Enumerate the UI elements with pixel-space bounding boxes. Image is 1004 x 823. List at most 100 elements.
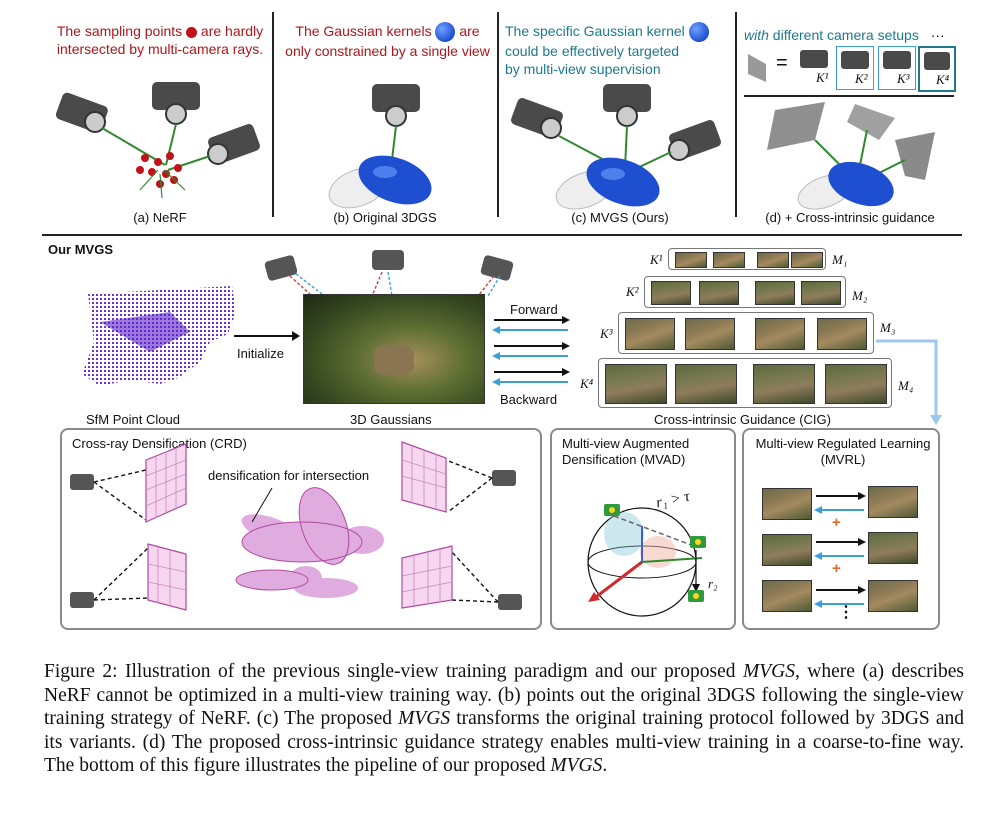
panel-c-note-line1: The specific Gaussian kernel [505,23,685,39]
panel-b-caption: (b) Original 3DGS [333,210,437,225]
caption-part: . [602,755,608,776]
mvrl-title: Multi-view Regulated Learning (MVRL) [748,436,938,468]
mvrl-vdots: ⋮ [838,604,854,621]
camera-icon [883,51,911,69]
sfm-point-cloud [82,286,236,386]
cig-k4: K⁴ [580,376,594,391]
panel-d-ellipsis: ··· [930,27,945,43]
divider [735,12,737,217]
camera-icon [800,50,828,68]
camera-k2: K² [836,46,874,90]
mvrl-plus: + [832,560,841,577]
caption-emphasis: MVGS [398,708,451,729]
panel-c-note-line2: could be effectively targeted [505,43,680,60]
mvad-title-line1: Multi-view Augmented [562,436,690,451]
table-shape [374,345,414,375]
camera-icon [70,592,94,608]
cig-k2: K² [626,284,639,299]
gaussians-render [303,294,485,404]
equals-sign: = [776,52,788,74]
panel-d-caption: (d) + Cross-intrinsic guidance [765,210,935,225]
camera-icon [668,120,721,161]
camera-icon [55,92,108,133]
blue-kernel-icon [435,22,456,43]
cig-m3: M₃ [880,320,896,335]
mvrl-thumb [762,488,812,520]
panel-a-caption: (a) NeRF [133,210,187,225]
cig-strip-2 [644,276,846,308]
camera-icon [498,594,522,610]
mvrl-arrows [814,492,866,608]
mvrl-thumb [762,534,812,566]
caption-part: Figure 2: Illustration of the previous s… [44,661,743,682]
cig-m2: M₂ [852,288,868,303]
panel-b-note-line2: only constrained by a single view [285,43,490,60]
camera-icon [70,474,94,490]
panel-c-note-line3: by multi-view supervision [505,61,661,78]
camera-icon [372,250,404,270]
crd-panel: Cross-ray Densification (CRD) densificat… [60,428,542,630]
mvrl-title-line1: Multi-view Regulated Learning [755,436,931,451]
mvrl-thumb [868,486,918,518]
camera-icon [152,82,200,125]
mvrl-thumb [762,580,812,612]
camera-icon [207,124,260,165]
camera-k3: K³ [878,46,916,90]
mvad-title: Multi-view Augmented Densification (MVAD… [562,436,689,468]
red-point-icon [186,26,198,38]
panel-c-illustration [511,84,721,210]
panel-a-note-line1: The sampling points [56,23,183,39]
panel-d-illustration [767,102,935,210]
caption-emphasis: MVGS [742,661,795,682]
caption-part: , where (a) describes NeRF cannot be opt… [44,661,964,729]
camera-icon [690,536,706,548]
caption-emphasis: MVGS [550,755,603,776]
panel-a-note: The sampling points are hardly intersect… [50,22,270,58]
k1-label: K¹ [816,70,829,85]
camera-k4: K⁴ [918,46,956,92]
forward-label: Forward [510,302,558,317]
panel-d-note-with: with [744,27,769,43]
mvrl-thumb [868,532,918,564]
k-camera-set: K¹ K² K³ K⁴ [796,46,956,92]
mvrl-panel: Multi-view Regulated Learning (MVRL) + +… [742,428,940,630]
cig-label: Cross-intrinsic Guidance (CIG) [654,412,831,427]
crd-note: densification for intersection [208,468,370,483]
cig-strip-3 [618,312,874,354]
panel-a-note-line1-tail: are hardly [200,23,264,39]
panel-d-note-rest: different camera setups [772,27,919,43]
mvad-panel: Multi-view Augmented Densification (MVAD… [550,428,736,630]
cig-k1: K¹ [650,252,663,267]
caption-part: transforms the original training protoco… [44,708,964,776]
forward-backward-arrows [492,316,570,386]
panel-d-note: with different camera setups ··· [744,26,974,44]
cig-to-mvrl-arrow [876,339,942,425]
k3-label: K³ [897,71,910,86]
mvrl-plus: + [832,514,841,531]
backward-label: Backward [500,392,558,407]
cig-m1: M₁ [832,252,848,267]
camera-icon [492,470,516,486]
initialize-arrow [234,331,300,341]
divider [744,95,954,97]
cig-m4: M₄ [898,378,914,393]
panel-c-caption: (c) MVGS (Ours) [571,210,669,225]
panel-a-illustration [55,82,260,199]
panel-a-note-line2: intersected by multi-camera rays. [56,41,264,57]
camera-icon [924,52,950,70]
camera-icon [372,84,420,127]
blue-kernel-icon [688,22,709,43]
panel-b-note: The Gaussian kernels are only constraine… [280,22,495,60]
k2-label: K² [855,71,868,86]
crd-title: Cross-ray Densification (CRD) [72,436,247,451]
sampling-points [136,152,182,188]
gaussians-label: 3D Gaussians [350,412,432,427]
panel-b-illustration [328,84,432,209]
mvrl-title-line2: (MVRL) [820,452,866,467]
mvad-sphere [587,504,706,617]
camera-icon [604,504,620,516]
camera-icon [511,98,563,139]
section-title: Our MVGS [48,242,114,257]
k4-label: K⁴ [936,72,950,87]
camera-icon [688,590,704,602]
